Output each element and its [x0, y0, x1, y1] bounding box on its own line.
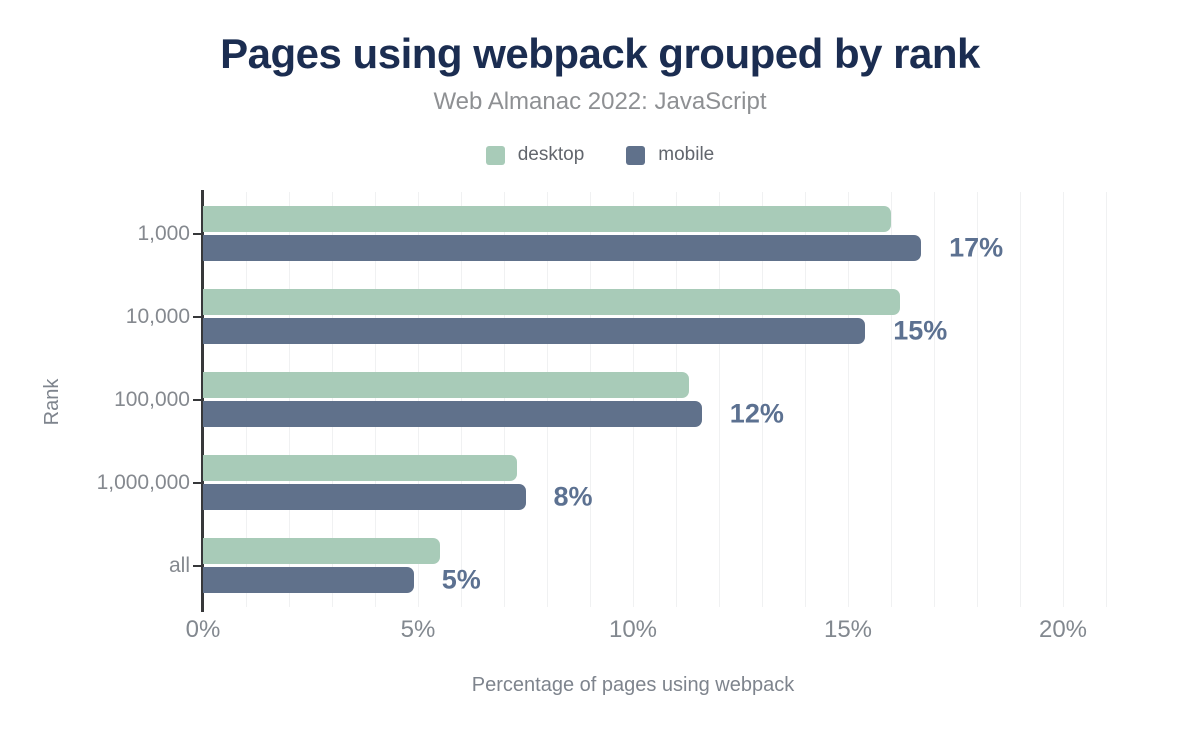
gridline — [675, 192, 677, 607]
gridline — [503, 192, 505, 607]
legend: desktop mobile — [0, 144, 1200, 166]
legend-item-mobile[interactable]: mobile — [626, 144, 714, 166]
bar-mobile — [203, 401, 702, 427]
bar-mobile — [203, 235, 922, 261]
x-tick-label: 0% — [185, 616, 221, 643]
bar-mobile — [203, 318, 866, 344]
chart-title: Pages using webpack grouped by rank — [220, 30, 980, 77]
bar-desktop — [203, 206, 891, 232]
x-tick-label: 15% — [823, 616, 873, 643]
y-axis-line — [201, 190, 204, 612]
y-tick-label: 1,000,000 — [96, 470, 190, 494]
bar-desktop — [203, 538, 440, 564]
gridline — [331, 192, 333, 607]
x-tick-label: 20% — [1038, 616, 1088, 643]
y-axis-tick — [193, 564, 203, 567]
data-label: 12% — [729, 398, 784, 429]
bar-desktop — [203, 372, 689, 398]
bar-mobile — [203, 567, 414, 593]
legend-item-desktop[interactable]: desktop — [485, 144, 585, 166]
desktop-swatch-icon — [485, 145, 505, 165]
gridline — [718, 192, 720, 607]
bar-desktop — [203, 455, 517, 481]
gridline — [546, 192, 548, 607]
y-tick-label: all — [168, 553, 190, 577]
y-axis-tick — [193, 398, 203, 401]
data-label: 17% — [949, 232, 1004, 263]
gridline — [589, 192, 591, 607]
y-axis-tick — [193, 315, 203, 318]
x-tick-label: 5% — [400, 616, 436, 643]
gridline — [374, 192, 376, 607]
x-axis-title: Percentage of pages using webpack — [471, 674, 795, 696]
y-axis-tick — [193, 481, 203, 484]
data-label: 15% — [893, 315, 948, 346]
legend-label-mobile: mobile — [658, 144, 715, 165]
y-axis-tick — [193, 232, 203, 235]
data-label: 5% — [441, 564, 481, 595]
gridline — [1019, 192, 1021, 607]
y-tick-label: 1,000 — [137, 221, 190, 245]
legend-label-desktop: desktop — [517, 144, 585, 165]
gridline — [1062, 192, 1064, 607]
gridline — [632, 192, 634, 607]
y-tick-label: 100,000 — [114, 387, 190, 411]
gridline — [417, 192, 419, 607]
gridline — [804, 192, 806, 607]
bar-mobile — [203, 484, 526, 510]
gridline — [933, 192, 935, 607]
gridline — [288, 192, 290, 607]
gridline — [761, 192, 763, 607]
gridline — [976, 192, 978, 607]
data-label: 8% — [553, 481, 593, 512]
gridline — [847, 192, 849, 607]
mobile-swatch-icon — [626, 145, 646, 165]
gridline — [245, 192, 247, 607]
y-tick-label: 10,000 — [125, 304, 190, 328]
gridline — [890, 192, 892, 607]
gridline — [460, 192, 462, 607]
bar-desktop — [203, 289, 900, 315]
x-tick-label: 10% — [608, 616, 658, 643]
chart-subtitle: Web Almanac 2022: JavaScript — [433, 88, 767, 115]
gridline — [1105, 192, 1107, 607]
